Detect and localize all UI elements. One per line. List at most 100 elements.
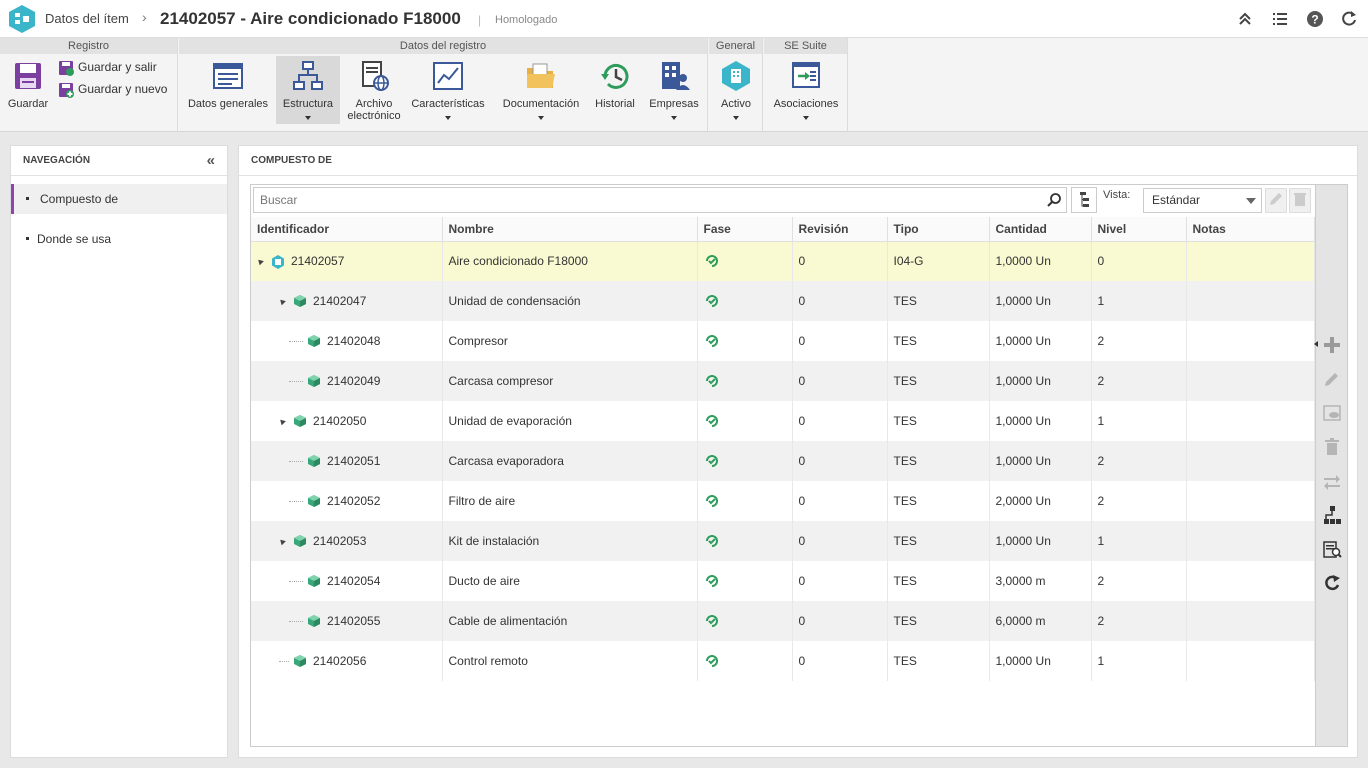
historial-button[interactable]: Historial xyxy=(591,56,639,124)
help-icon[interactable]: ? xyxy=(1305,9,1325,29)
col-tipo[interactable]: Tipo xyxy=(887,217,990,242)
cube-icon xyxy=(294,655,306,668)
guardar-y-nuevo-button[interactable]: Guardar y nuevo xyxy=(58,80,167,100)
svg-text:?: ? xyxy=(1311,13,1318,27)
cell-notas xyxy=(1186,521,1315,561)
pencil-icon xyxy=(1270,193,1282,205)
search-icon[interactable] xyxy=(1046,192,1062,208)
check-circle-icon xyxy=(705,335,718,347)
table-row[interactable]: 21402056 Control remoto 0 TES 1,0000 Un 1 xyxy=(251,641,1315,681)
cube-icon xyxy=(294,535,306,548)
plus-icon[interactable] xyxy=(1322,335,1342,355)
refresh-icon[interactable] xyxy=(1322,573,1342,593)
table-row[interactable]: 21402051 Carcasa evaporadora 0 TES 1,0000 Un… xyxy=(251,441,1315,481)
item-id[interactable]: 21402055 xyxy=(327,613,381,628)
vista-value: Estándar xyxy=(1152,193,1201,207)
edit-view-button[interactable] xyxy=(1265,188,1287,213)
documentacion-button[interactable]: Documentación xyxy=(500,56,582,124)
chevron-down-icon xyxy=(305,116,311,120)
cube-icon xyxy=(308,375,320,388)
item-id[interactable]: 21402057 xyxy=(291,253,345,268)
hierarchy-icon[interactable] xyxy=(1322,505,1342,525)
vista-select[interactable]: Estándar xyxy=(1143,188,1262,213)
estructura-button[interactable]: Estructura xyxy=(276,56,340,124)
collapse-up-icon[interactable] xyxy=(1235,9,1255,29)
cell-fase xyxy=(697,241,793,281)
item-id[interactable]: 21402047 xyxy=(313,293,367,308)
report-icon[interactable] xyxy=(1322,539,1342,559)
table-row[interactable]: 21402057 Aire condicionado F18000 0 I04-G 1,… xyxy=(251,241,1315,281)
tree-connector xyxy=(289,340,303,342)
datos-generales-button[interactable]: Datos generales xyxy=(183,56,273,124)
table-row[interactable]: 21402049 Carcasa compresor 0 TES 1,0000 Un 2 xyxy=(251,361,1315,401)
empresas-button[interactable]: Empresas xyxy=(645,56,703,124)
refresh-icon[interactable] xyxy=(1339,9,1359,29)
cell-revision: 0 xyxy=(792,281,888,321)
cell-revision: 0 xyxy=(792,561,888,601)
structure-icon xyxy=(293,61,323,90)
pencil-icon[interactable] xyxy=(1322,369,1342,389)
archivo-label-1: Archivo xyxy=(355,98,393,110)
save-new-icon xyxy=(59,82,74,98)
col-identificador[interactable]: Identificador xyxy=(251,217,443,242)
table-row[interactable]: 21402053 Kit de instalación 0 TES 1,0000 Un 1 xyxy=(251,521,1315,561)
search-input[interactable] xyxy=(254,188,1044,212)
table-row[interactable]: 21402048 Compresor 0 TES 1,0000 Un 2 xyxy=(251,321,1315,361)
expand-left-icon[interactable] xyxy=(1314,341,1318,347)
collapse-left-icon[interactable]: « xyxy=(206,152,215,169)
col-nombre[interactable]: Nombre xyxy=(442,217,698,242)
list-icon[interactable] xyxy=(1270,9,1290,29)
cell-revision: 0 xyxy=(792,641,888,681)
col-fase[interactable]: Fase xyxy=(697,217,793,242)
col-revision[interactable]: Revisión xyxy=(792,217,888,242)
cell-fase xyxy=(697,441,793,481)
ribbon-toolbar: Registro Guardar Guardar y salir Guardar… xyxy=(0,38,1368,132)
item-id[interactable]: 21402054 xyxy=(327,573,381,588)
cell-nivel: 2 xyxy=(1091,561,1187,601)
cell-tipo: TES xyxy=(887,521,990,561)
item-id[interactable]: 21402049 xyxy=(327,373,381,388)
table-row[interactable]: 21402052 Filtro de aire 0 TES 2,0000 Un 2 xyxy=(251,481,1315,521)
col-notas[interactable]: Notas xyxy=(1186,217,1315,242)
expand-toggle-icon[interactable] xyxy=(256,257,264,266)
item-id[interactable]: 21402053 xyxy=(313,533,367,548)
expand-toggle-icon[interactable] xyxy=(278,297,286,306)
col-nivel[interactable]: Nivel xyxy=(1091,217,1187,242)
trash-icon[interactable] xyxy=(1322,437,1342,457)
nav-item-donde-se-usa[interactable]: Donde se usa xyxy=(11,224,227,254)
tree-connector xyxy=(279,660,289,662)
main-panel: COMPUESTO DE Vista: Estándar xyxy=(238,145,1358,758)
expand-toggle-icon[interactable] xyxy=(278,417,286,426)
save-icon xyxy=(15,63,41,89)
item-id[interactable]: 21402052 xyxy=(327,493,381,508)
cell-notas xyxy=(1186,641,1315,681)
swap-icon[interactable] xyxy=(1322,471,1342,491)
item-id[interactable]: 21402050 xyxy=(313,413,367,428)
breadcrumb[interactable]: Datos del ítem xyxy=(45,11,129,26)
item-id[interactable]: 21402051 xyxy=(327,453,381,468)
cell-cantidad: 1,0000 Un xyxy=(989,281,1092,321)
item-id[interactable]: 21402056 xyxy=(313,653,367,668)
tree-view-button[interactable] xyxy=(1071,187,1097,213)
view-icon[interactable] xyxy=(1322,403,1342,423)
guardar-button[interactable]: Guardar xyxy=(4,56,52,124)
activo-button[interactable]: Activo xyxy=(712,56,760,124)
asociaciones-button[interactable]: Asociaciones xyxy=(768,56,844,124)
nav-item-compuesto-de[interactable]: Compuesto de xyxy=(11,184,227,214)
table-row[interactable]: 21402055 Cable de alimentación 0 TES 6,0000 … xyxy=(251,601,1315,641)
item-id[interactable]: 21402048 xyxy=(327,333,381,348)
table-row[interactable]: 21402050 Unidad de evaporación 0 TES 1,0000 … xyxy=(251,401,1315,441)
delete-view-button[interactable] xyxy=(1289,188,1311,213)
caracteristicas-button[interactable]: Características xyxy=(408,56,488,124)
archivo-electronico-button[interactable]: Archivo electrónico xyxy=(343,56,405,124)
cell-cantidad: 1,0000 Un xyxy=(989,361,1092,401)
cube-icon xyxy=(308,495,320,508)
side-toolbar xyxy=(1314,185,1347,746)
col-cantidad[interactable]: Cantidad xyxy=(989,217,1092,242)
table-row[interactable]: 21402047 Unidad de condensación 0 TES 1,0000… xyxy=(251,281,1315,321)
guardar-y-salir-button[interactable]: Guardar y salir xyxy=(58,58,157,78)
title-bar: Datos del ítem › 21402057 - Aire condici… xyxy=(0,0,1368,38)
expand-toggle-icon[interactable] xyxy=(278,537,286,546)
check-circle-icon xyxy=(705,255,718,268)
